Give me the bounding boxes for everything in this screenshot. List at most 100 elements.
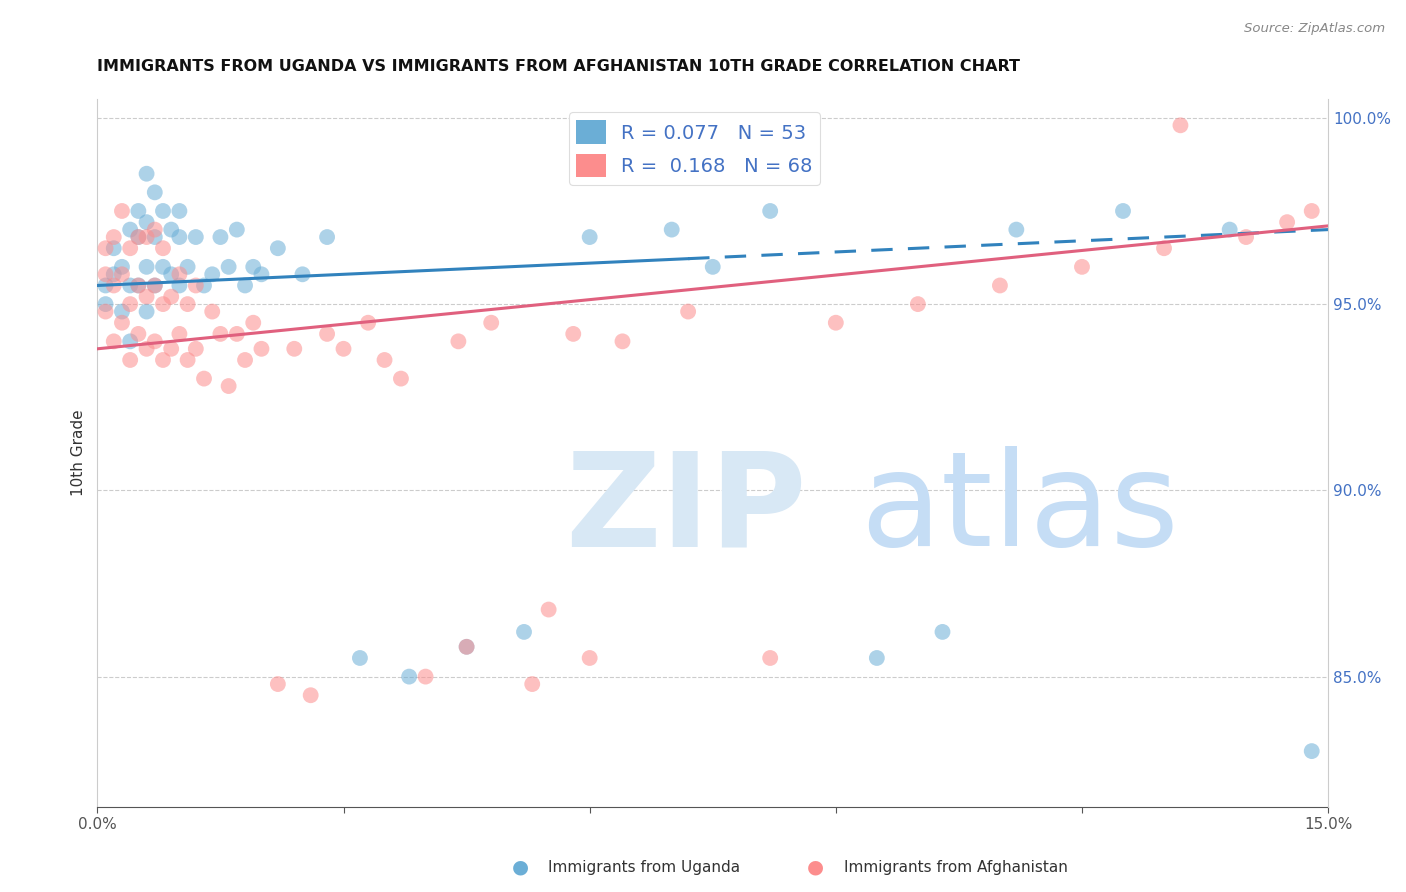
Point [578, 230, 600, 244]
Point [1112, 204, 1135, 219]
Point [332, 342, 354, 356]
Point [176, 297, 198, 311]
Point [291, 268, 314, 282]
Point [389, 371, 412, 385]
Point [1170, 118, 1192, 132]
Point [111, 316, 134, 330]
Text: ZIP: ZIP [565, 446, 807, 574]
Text: Immigrants from Afghanistan: Immigrants from Afghanistan [844, 861, 1067, 875]
Text: Source: ZipAtlas.com: Source: ZipAtlas.com [1244, 22, 1385, 36]
Point [225, 326, 247, 341]
Text: Immigrants from Uganda: Immigrants from Uganda [548, 861, 741, 875]
Point [152, 260, 174, 274]
Point [1301, 744, 1323, 758]
Point [676, 304, 699, 318]
Point [176, 260, 198, 274]
Point [415, 670, 437, 684]
Point [316, 326, 339, 341]
Point [988, 278, 1011, 293]
Point [193, 278, 215, 293]
Point [1234, 230, 1257, 244]
Point [209, 326, 232, 341]
Point [1005, 222, 1028, 236]
Point [218, 260, 240, 274]
Text: atlas: atlas [860, 446, 1180, 574]
Point [160, 342, 183, 356]
Point [267, 677, 290, 691]
Point [120, 334, 142, 349]
Point [824, 316, 846, 330]
Point [120, 222, 142, 236]
Point [103, 334, 125, 349]
Point [373, 353, 395, 368]
Point [233, 353, 256, 368]
Point [661, 222, 683, 236]
Point [127, 230, 149, 244]
Point [152, 204, 174, 219]
Point [456, 640, 478, 654]
Point [866, 651, 889, 665]
Point [111, 304, 134, 318]
Point [250, 342, 273, 356]
Point [931, 624, 953, 639]
Point [169, 268, 191, 282]
Point [111, 204, 134, 219]
Point [103, 241, 125, 255]
Point [103, 230, 125, 244]
Point [357, 316, 380, 330]
Text: IMMIGRANTS FROM UGANDA VS IMMIGRANTS FROM AFGHANISTAN 10TH GRADE CORRELATION CHA: IMMIGRANTS FROM UGANDA VS IMMIGRANTS FRO… [97, 59, 1021, 74]
Point [135, 304, 157, 318]
Point [94, 278, 117, 293]
Point [242, 316, 264, 330]
Point [94, 297, 117, 311]
Point [1301, 204, 1323, 219]
Point [759, 651, 782, 665]
Point [135, 290, 157, 304]
Point [135, 215, 157, 229]
Point [160, 290, 183, 304]
Point [201, 268, 224, 282]
Point [398, 670, 420, 684]
Point [152, 241, 174, 255]
Point [612, 334, 634, 349]
Point [169, 230, 191, 244]
Point [135, 167, 157, 181]
Point [152, 353, 174, 368]
Point [135, 342, 157, 356]
Point [127, 204, 149, 219]
Point [349, 651, 371, 665]
Point [1071, 260, 1094, 274]
Point [201, 304, 224, 318]
Point [94, 268, 117, 282]
Point [218, 379, 240, 393]
Point [120, 353, 142, 368]
Point [143, 230, 166, 244]
Point [759, 204, 782, 219]
Point [160, 268, 183, 282]
Y-axis label: 10th Grade: 10th Grade [72, 409, 86, 497]
Point [299, 688, 322, 702]
Point [447, 334, 470, 349]
Point [267, 241, 290, 255]
Point [479, 316, 502, 330]
Point [184, 278, 207, 293]
Point [225, 222, 247, 236]
Point [103, 268, 125, 282]
Point [184, 342, 207, 356]
Point [578, 651, 600, 665]
Point [522, 677, 544, 691]
Point [456, 640, 478, 654]
Point [127, 326, 149, 341]
Point [127, 278, 149, 293]
Point [316, 230, 339, 244]
Point [169, 326, 191, 341]
Point [111, 260, 134, 274]
Point [94, 304, 117, 318]
Point [176, 353, 198, 368]
Point [135, 230, 157, 244]
Point [143, 278, 166, 293]
Point [160, 222, 183, 236]
Point [702, 260, 724, 274]
Point [562, 326, 585, 341]
Point [1275, 215, 1298, 229]
